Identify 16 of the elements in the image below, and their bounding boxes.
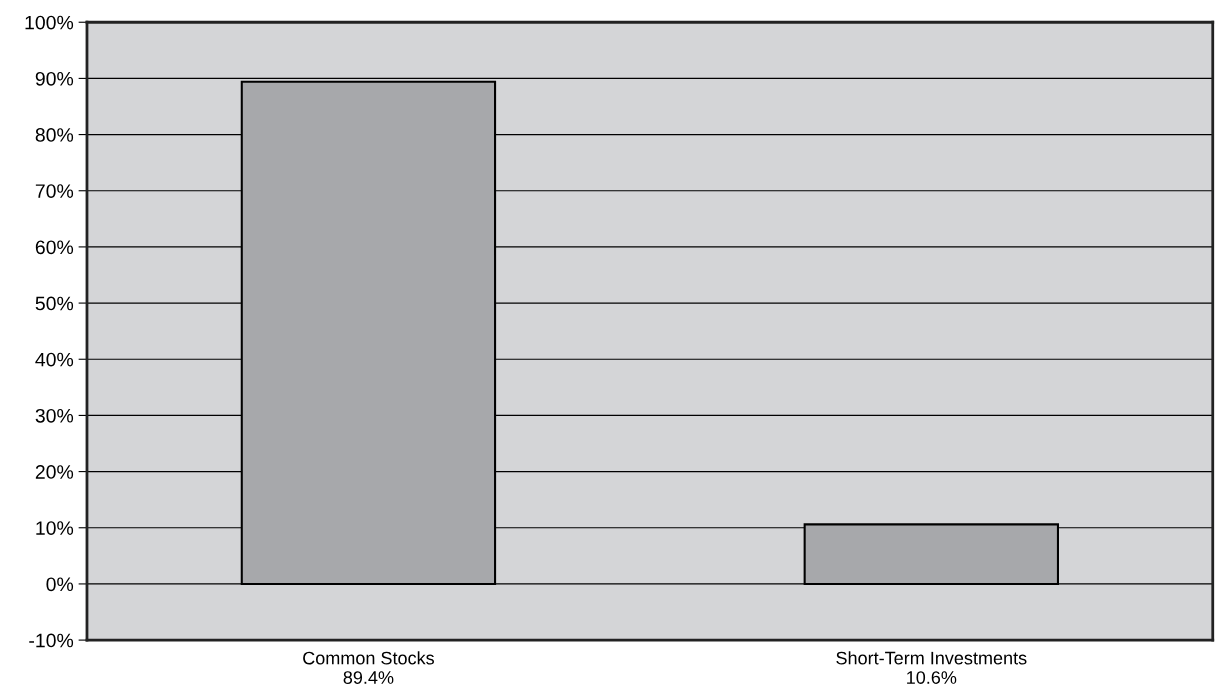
y-tick-label: 90% bbox=[35, 71, 74, 86]
data-label: 10.6% bbox=[907, 671, 957, 684]
y-tick-label: 30% bbox=[35, 408, 74, 423]
y-tick-label: 10% bbox=[36, 521, 74, 535]
y-tick-label: 40% bbox=[35, 352, 74, 367]
y-tick-label: 50% bbox=[35, 296, 74, 311]
y-tick-label: 100% bbox=[25, 15, 74, 30]
x-tick-label: Common Stocks bbox=[303, 651, 434, 665]
y-tick-label: 70% bbox=[35, 184, 74, 198]
y-tick-label: 0% bbox=[46, 577, 74, 592]
y-tick-label: 80% bbox=[35, 128, 74, 142]
y-tick-label: 60% bbox=[35, 240, 74, 255]
data-label: 89.4% bbox=[343, 671, 394, 684]
x-tick-label: Short-Term Investments bbox=[836, 651, 1027, 665]
y-tick-label: 20% bbox=[35, 465, 74, 479]
y-tick-label: -10% bbox=[29, 633, 74, 648]
